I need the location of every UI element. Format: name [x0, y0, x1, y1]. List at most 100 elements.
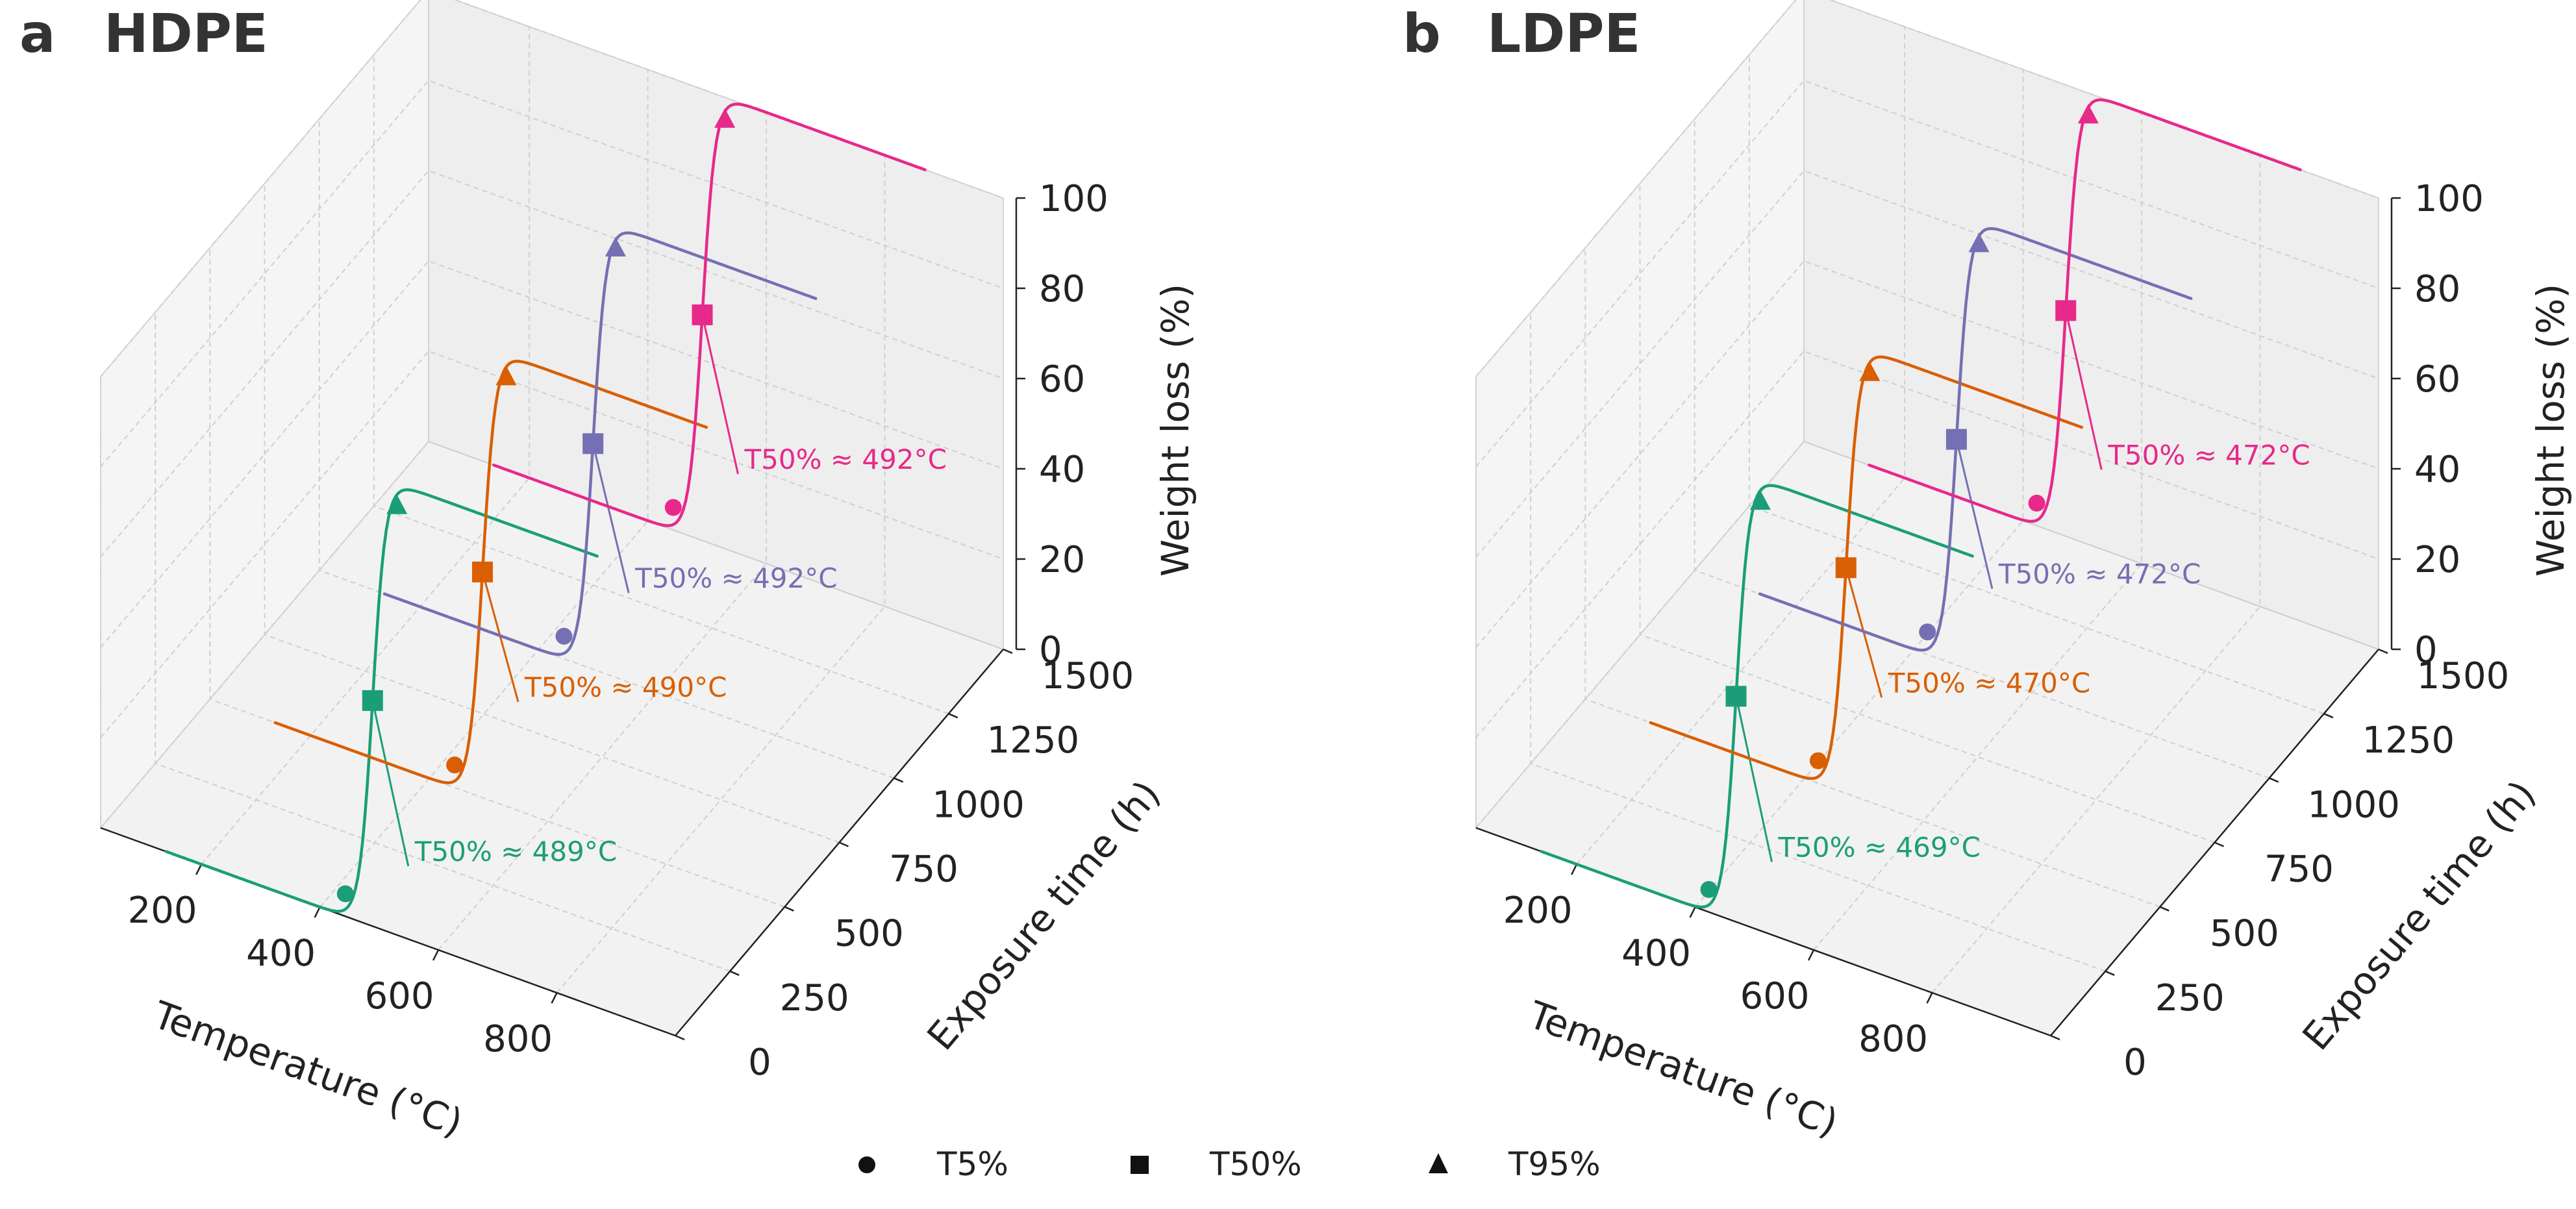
z-axis-label: Weight loss (%) — [2529, 284, 2573, 577]
marker-t95-triangle — [386, 494, 408, 514]
axis-panes — [99, 0, 1005, 1037]
marker-t95-triangle — [714, 108, 736, 128]
grid-line-z — [1475, 260, 2379, 648]
marker-t95-triangle — [1859, 361, 1881, 381]
marker-t5-circle — [555, 627, 573, 645]
panel-title: LDPE — [1487, 3, 1640, 65]
x-ticks: 200 400 600 800 — [128, 864, 558, 1060]
z-tick-label: 20 — [1039, 539, 1085, 581]
z-tick-label: 100 — [2414, 178, 2484, 220]
series-line — [492, 103, 927, 527]
x-tick-mark — [432, 949, 440, 961]
series-line — [164, 488, 599, 913]
x-tick-mark — [551, 992, 558, 1004]
grid-line-z — [1475, 79, 2379, 467]
y-tick-mark — [2323, 713, 2334, 719]
panel-a: 2004006008000250500750100012501500020406… — [19, 0, 1197, 1145]
x-tick-mark — [1689, 906, 1696, 918]
x-tick-label: 400 — [246, 932, 316, 975]
x-tick-label: 600 — [365, 975, 434, 1017]
series-pink: T50% ≈ 492°C — [492, 103, 947, 527]
y-tick-mark — [1003, 648, 1013, 654]
legend-label: T5% — [936, 1145, 1008, 1183]
series-pink: T50% ≈ 472°C — [1868, 98, 2310, 523]
x-tick-label: 800 — [483, 1018, 553, 1060]
y-tick-label: 1250 — [987, 719, 1080, 762]
y-tick-mark — [784, 906, 794, 912]
grid-line-z — [100, 260, 1004, 648]
legend-marker-circle — [858, 1156, 875, 1173]
grid-line-z — [1475, 440, 2379, 829]
x-tick-mark — [1926, 992, 1933, 1004]
y-tick-mark — [2214, 841, 2224, 847]
y-tick-mark — [2105, 970, 2115, 976]
y-tick-label: 250 — [2155, 977, 2225, 1019]
annotation-label: T50% ≈ 469°C — [1778, 831, 1981, 863]
series-green: T50% ≈ 489°C — [164, 488, 617, 913]
x-tick-label: 600 — [1740, 975, 1810, 1017]
annotation-label: T50% ≈ 472°C — [1998, 558, 2201, 590]
series-line — [1540, 484, 1974, 909]
z-axis-label: Weight loss (%) — [1153, 284, 1197, 577]
gridlines — [100, 0, 1004, 1036]
legend-label: T50% — [1209, 1145, 1302, 1183]
y-tick-mark — [839, 841, 849, 847]
y-tick-label: 1500 — [1042, 655, 1134, 697]
marker-t5-circle — [446, 756, 464, 774]
grid-line-z — [1475, 350, 2379, 738]
marker-t5-circle — [1809, 752, 1827, 769]
series-line — [382, 231, 818, 656]
x-tick-label: 200 — [1503, 890, 1573, 932]
marker-t5-circle — [664, 499, 682, 516]
z-tick-label: 60 — [2414, 358, 2460, 401]
z-tick-label: 80 — [1039, 268, 1085, 310]
grid-line-y — [1639, 183, 2215, 843]
series-orange: T50% ≈ 490°C — [273, 360, 727, 784]
x-tick-mark — [195, 864, 203, 875]
y-tick-mark — [948, 713, 958, 719]
legend-marker-square — [1131, 1156, 1149, 1174]
y-tick-label: 1500 — [2417, 655, 2510, 697]
legend-marker-triangle — [1429, 1153, 1448, 1173]
series-green: T50% ≈ 469°C — [1540, 484, 1981, 909]
y-tick-label: 500 — [2210, 913, 2279, 955]
annotation-label: T50% ≈ 492°C — [634, 562, 837, 594]
grid-line-z — [100, 79, 1004, 467]
y-tick-label: 250 — [780, 977, 849, 1019]
panel-letter: b — [1403, 3, 1441, 65]
z-tick-label: 0 — [1039, 629, 1062, 671]
y-tick-mark — [2159, 906, 2170, 912]
marker-t95-triangle — [495, 366, 517, 386]
y-tick-label: 750 — [889, 849, 958, 891]
y-tick-mark — [2050, 1034, 2060, 1041]
gridlines — [1475, 0, 2379, 1036]
y-tick-mark — [675, 1034, 685, 1041]
x-tick-label: 400 — [1621, 932, 1691, 975]
y-tick-label: 1000 — [932, 784, 1025, 826]
x-tick-mark — [314, 906, 321, 918]
annotation-label: T50% ≈ 489°C — [414, 836, 617, 867]
y-tick-label: 0 — [2123, 1041, 2147, 1084]
y-tick-label: 500 — [834, 913, 904, 955]
z-ticks: 0 20 40 60 80 100 — [1016, 178, 1108, 671]
x-ticks: 200 400 600 800 — [1503, 864, 1933, 1060]
grid-line-z — [100, 350, 1004, 738]
y-tick-label: 0 — [748, 1041, 771, 1084]
grid-line-z — [1475, 169, 2379, 558]
panel-title: HDPE — [104, 3, 268, 65]
x-tick-mark — [1570, 864, 1578, 875]
legend-item: T95% — [1429, 1145, 1601, 1183]
panel-letter: a — [19, 3, 55, 65]
legend-label: T95% — [1508, 1145, 1601, 1183]
legend-item: T50% — [1131, 1145, 1302, 1183]
annotation-leader — [2064, 310, 2103, 470]
series-purple: T50% ≈ 472°C — [1758, 227, 2201, 652]
annotation-leader — [1735, 696, 1773, 862]
series-group: T50% ≈ 469°C T50% ≈ 470°C T50% ≈ 472°C T50%… — [1540, 98, 2310, 909]
annotation-label: T50% ≈ 490°C — [524, 671, 727, 703]
annotation-leader — [1955, 439, 1994, 589]
y-tick-label: 1000 — [2307, 784, 2400, 826]
z-tick-label: 40 — [1039, 449, 1085, 491]
